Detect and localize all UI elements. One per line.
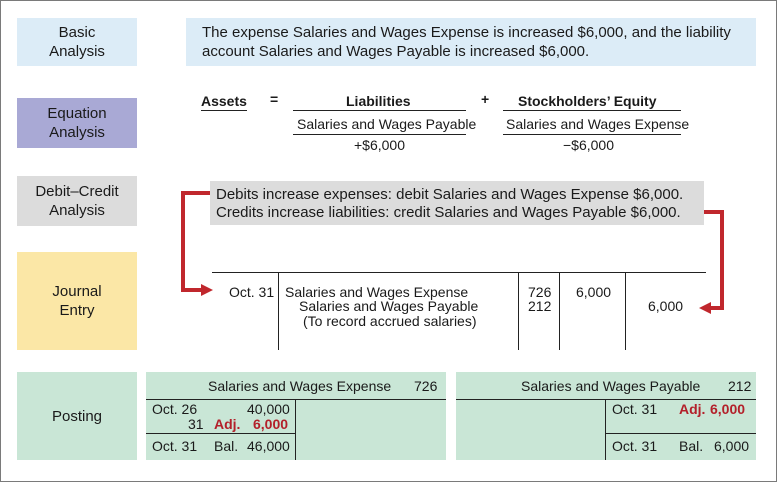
journal-ref-debit: 726 xyxy=(528,284,552,300)
label-equation-line2: Analysis xyxy=(49,124,105,141)
payable-bal-label: Bal. xyxy=(679,438,704,454)
debit-credit-line2: Credits increase liabilities: credit Sal… xyxy=(216,204,681,221)
eq-equals-sign: = xyxy=(270,91,279,107)
payable-t-stem xyxy=(605,399,606,460)
eq-equity-account: Salaries and Wages Expense xyxy=(506,116,690,132)
expense-t-stem xyxy=(295,399,296,460)
posting-expense-account: Salaries and Wages Expense 726 Oct. 26 4… xyxy=(146,372,446,460)
journal-date: Oct. 31 xyxy=(229,284,275,300)
credit-arrow-vertical xyxy=(720,210,724,310)
payable-account-title: Salaries and Wages Payable xyxy=(521,378,701,394)
payable-account-number: 212 xyxy=(728,378,752,394)
basic-analysis-line2: account Salaries and Wages Payable is in… xyxy=(202,43,590,60)
debit-arrow-bottom xyxy=(181,288,203,292)
eq-liab-account: Salaries and Wages Payable xyxy=(297,116,477,132)
journal-col-date-divider xyxy=(278,272,279,350)
label-equation-analysis: Equation Analysis xyxy=(17,98,137,148)
journal-debit-amount: 6,000 xyxy=(576,284,612,300)
label-debit-credit-analysis: Debit–Credit Analysis xyxy=(17,176,137,226)
expense-row2-adj: Adj. xyxy=(214,416,241,432)
journal-col-ref-divider xyxy=(518,272,519,350)
debit-credit-line1: Debits increase expenses: debit Salaries… xyxy=(216,186,684,203)
basic-analysis-line1: The expense Salaries and Wages Expense i… xyxy=(202,24,731,41)
payable-bal-amount: 6,000 xyxy=(714,438,750,454)
journal-col-credit-divider xyxy=(625,272,626,350)
posting-payable-account: Salaries and Wages Payable 212 Oct. 31 A… xyxy=(456,372,756,460)
eq-liab-amount: +$6,000 xyxy=(354,137,405,153)
label-equation-line1: Equation xyxy=(47,105,107,122)
expense-row2-date: 31 xyxy=(188,416,204,432)
label-journal-entry: Journal Entry xyxy=(17,252,137,350)
expense-t-top xyxy=(146,399,446,400)
expense-total-rule xyxy=(146,433,295,434)
expense-row2-amount: 6,000 xyxy=(253,416,289,432)
label-je-line1: Journal xyxy=(52,283,102,300)
debit-arrow-vertical xyxy=(181,191,185,292)
payable-t-top xyxy=(456,399,756,400)
label-basic-analysis: Basic Analysis xyxy=(17,18,137,66)
debit-arrow-top xyxy=(181,191,210,195)
eq-equity-rule xyxy=(503,110,681,111)
basic-analysis-box: The expense Salaries and Wages Expense i… xyxy=(186,18,756,66)
expense-bal-amount: 46,000 xyxy=(247,438,290,454)
eq-assets: Assets xyxy=(201,93,247,109)
journal-credit-account: Salaries and Wages Payable xyxy=(299,298,479,314)
eq-assets-underline xyxy=(201,110,247,111)
payable-total-rule xyxy=(605,433,756,434)
payable-row1-adj: Adj. xyxy=(679,401,706,417)
expense-bal-date: Oct. 31 xyxy=(152,438,198,454)
expense-row1-amount: 40,000 xyxy=(247,401,290,417)
eq-plus-sign: + xyxy=(481,91,490,107)
label-je-line2: Entry xyxy=(59,302,95,319)
credit-arrow-top xyxy=(704,210,724,214)
journal-debit-account: Salaries and Wages Expense xyxy=(285,284,469,300)
expense-account-title: Salaries and Wages Expense xyxy=(208,378,392,394)
label-posting: Posting xyxy=(17,372,137,460)
label-dc-line2: Analysis xyxy=(49,202,105,219)
eq-liabilities-rule xyxy=(293,110,466,111)
journal-ref-credit: 212 xyxy=(528,298,552,314)
label-basic-line1: Basic xyxy=(58,24,96,41)
credit-arrow-bottom xyxy=(710,306,724,310)
debit-credit-box: Debits increase expenses: debit Salaries… xyxy=(210,181,704,225)
label-basic-line2: Analysis xyxy=(49,43,105,60)
journal-top-rule xyxy=(212,272,706,273)
payable-row1-amount: 6,000 xyxy=(710,401,746,417)
expense-bal-label: Bal. xyxy=(214,438,239,454)
eq-stockholders-equity: Stockholders’ Equity xyxy=(518,93,657,109)
payable-row1-date: Oct. 31 xyxy=(612,401,658,417)
eq-liab-account-rule xyxy=(293,134,466,135)
label-dc-line1: Debit–Credit xyxy=(35,183,119,200)
credit-arrow-head-icon xyxy=(699,302,711,314)
eq-equity-amount: −$6,000 xyxy=(563,137,614,153)
journal-credit-amount: 6,000 xyxy=(648,298,684,314)
journal-col-debit-divider xyxy=(559,272,560,350)
expense-account-number: 726 xyxy=(414,378,438,394)
expense-row1-date: Oct. 26 xyxy=(152,401,198,417)
debit-arrow-head-icon xyxy=(201,284,213,296)
label-posting-text: Posting xyxy=(51,407,103,425)
eq-equity-account-rule xyxy=(503,134,681,135)
eq-liabilities: Liabilities xyxy=(346,93,411,109)
journal-explanation: (To record accrued salaries) xyxy=(303,313,477,329)
payable-bal-date: Oct. 31 xyxy=(612,438,658,454)
